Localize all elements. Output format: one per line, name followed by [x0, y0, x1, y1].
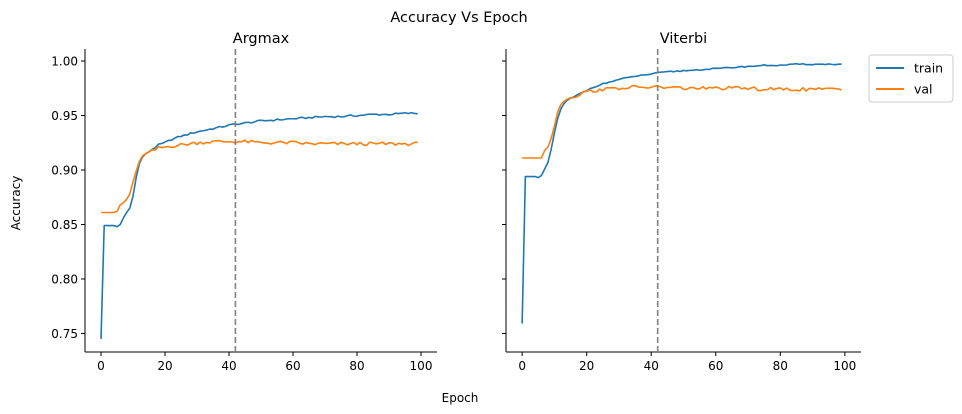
y-tick-label: 0.80	[51, 272, 78, 286]
x-tick-label: 20	[157, 359, 172, 373]
x-tick-label: 0	[97, 359, 105, 373]
x-tick-label: 20	[579, 359, 594, 373]
series-line-train-argmax	[100, 111, 418, 339]
y-tick-label: 1.00	[51, 54, 78, 68]
panel-viterbi: Viterbi 0 20 40 60 80 100	[502, 31, 861, 373]
y-tick-label: 0.75	[51, 327, 78, 341]
figure-suptitle: Accuracy Vs Epoch	[390, 10, 527, 26]
x-tick-label: 80	[349, 359, 364, 373]
x-tick-label: 100	[410, 359, 433, 373]
x-tick-label: 40	[221, 359, 236, 373]
panel-title-viterbi: Viterbi	[660, 31, 707, 47]
series-line-train-viterbi	[521, 62, 842, 324]
x-tick-label: 0	[518, 359, 526, 373]
x-tick-label: 80	[773, 359, 788, 373]
legend: train val	[868, 54, 954, 103]
legend-frame	[868, 54, 954, 103]
y-tick-label: 0.90	[51, 163, 78, 177]
legend-train-label: train	[914, 61, 943, 76]
figure-xlabel: Epoch	[442, 391, 479, 405]
y-tick-label: 0.85	[51, 218, 78, 232]
y-tick-label: 0.95	[51, 109, 78, 123]
legend-val-label: val	[914, 82, 933, 97]
x-tick-label: 100	[833, 359, 856, 373]
figure-ylabel: Accuracy	[9, 176, 23, 231]
panel-title-argmax: Argmax	[233, 31, 290, 47]
series-line-val-viterbi	[522, 84, 842, 159]
x-tick-label: 60	[708, 359, 723, 373]
panel-argmax: Argmax 0 20 40 60 80 100 0.75 0.80 0.85 0.90 0.95 1.…	[51, 31, 437, 373]
x-tick-label: 40	[644, 359, 659, 373]
x-tick-label: 60	[285, 359, 300, 373]
series-line-val-argmax	[101, 139, 418, 214]
